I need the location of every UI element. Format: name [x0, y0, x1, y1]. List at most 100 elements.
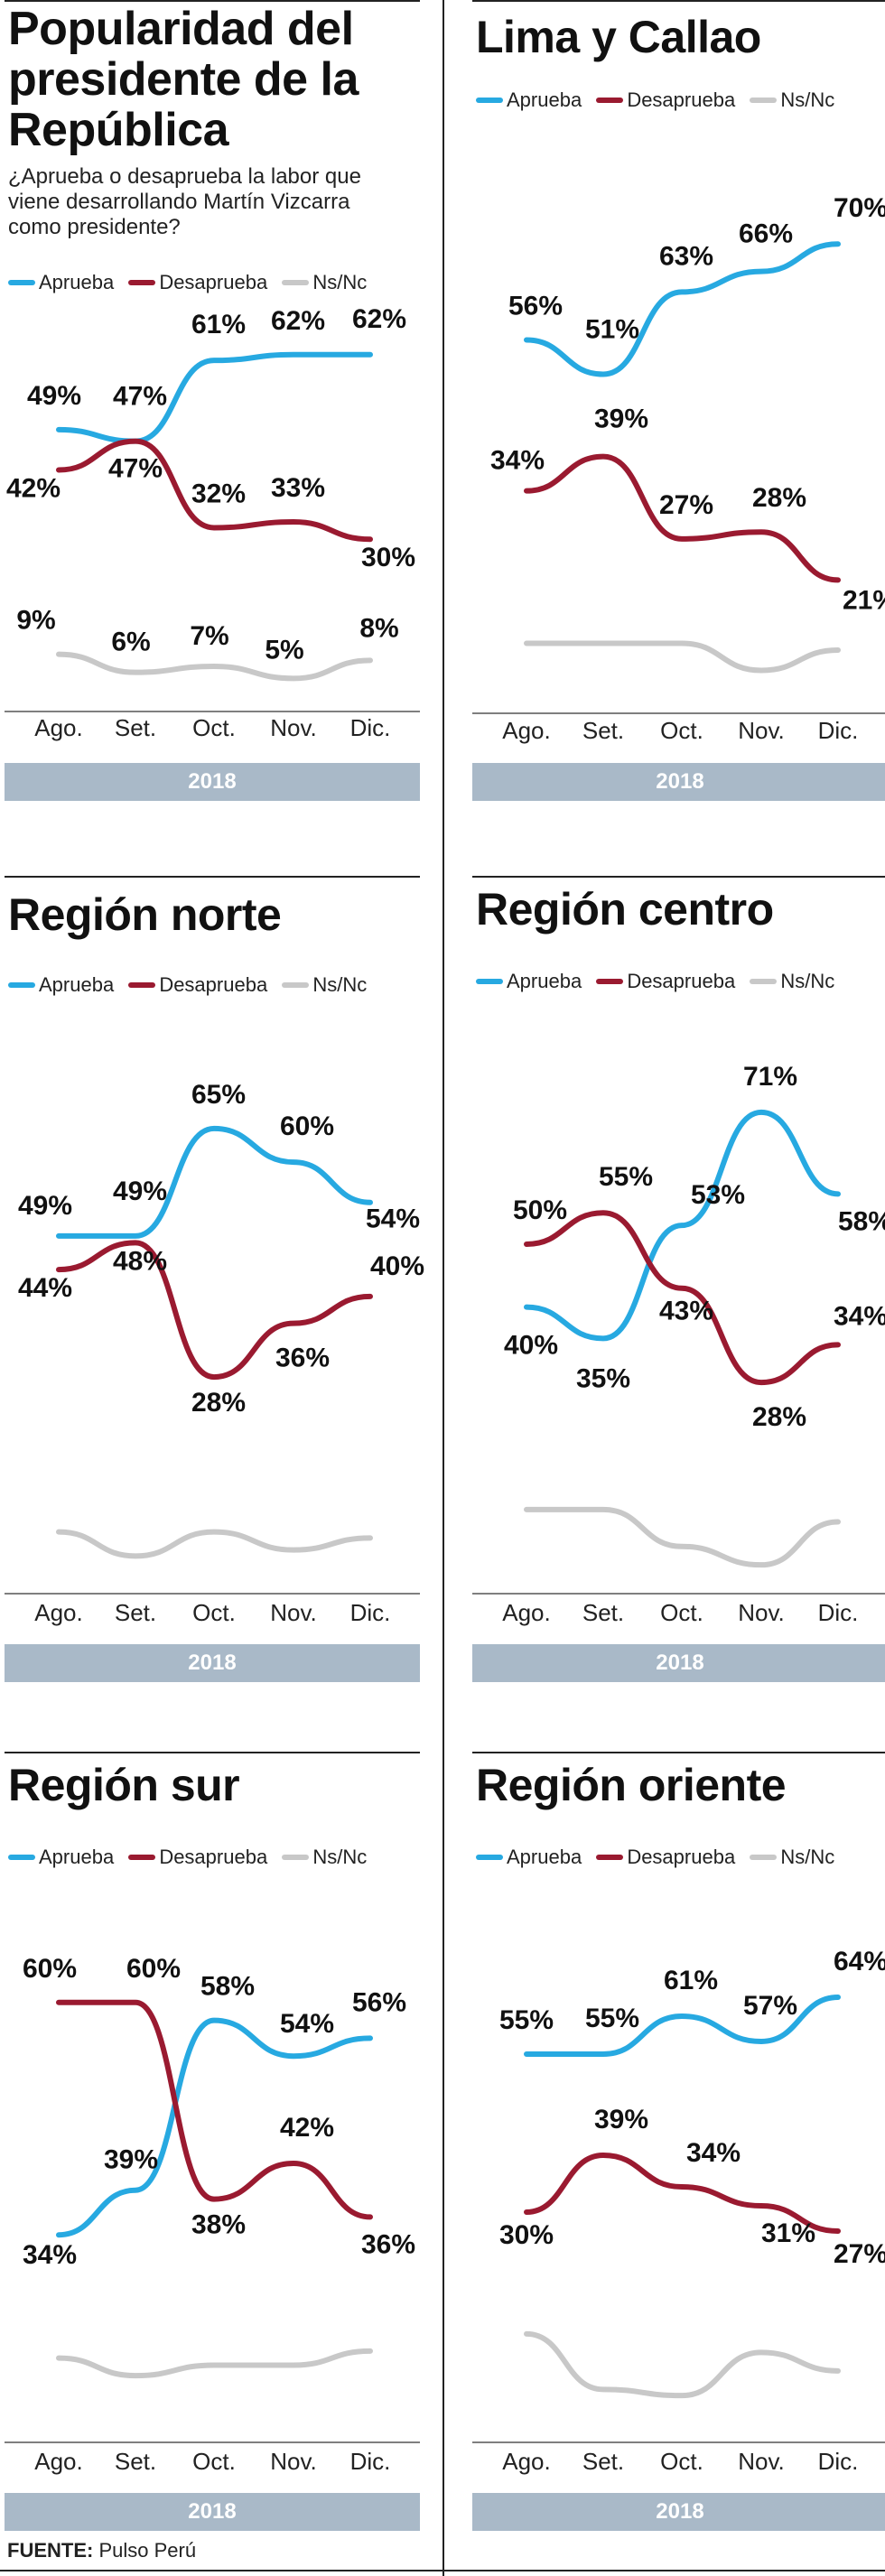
- legend-label-nsnc: Ns/Nc: [780, 1846, 835, 1868]
- legend-label-nsnc: Ns/Nc: [780, 970, 835, 992]
- legend-label-aprueba: Aprueba: [39, 1846, 115, 1868]
- data-label-aprueba: 49%: [113, 1176, 167, 1206]
- data-label-aprueba: 66%: [739, 219, 793, 249]
- month-tick-label: Dic.: [818, 717, 859, 744]
- data-label-desaprueba: 60%: [126, 1954, 181, 1984]
- month-tick-label: Set.: [115, 714, 156, 741]
- panel-top-rule: [5, 1752, 420, 1753]
- data-label-aprueba: 56%: [352, 1987, 406, 2017]
- panel-top-rule: [5, 0, 420, 2]
- month-tick-label: Set.: [582, 2448, 624, 2475]
- legend-label-desaprueba: Desaprueba: [159, 973, 268, 996]
- line-chart: Ago. Set. Oct. Nov. Dic. 40% 35% 53% 71% 58% 50% 55…: [472, 1062, 885, 1626]
- series-line-aprueba: [56, 1125, 373, 1239]
- data-label-desaprueba: 60%: [23, 1954, 77, 1984]
- legend-label-aprueba: Aprueba: [507, 88, 582, 111]
- line-chart: Ago. Set. Oct. Nov. Dic. 49% 47% 61% 62% 62% 42% 47…: [5, 304, 420, 741]
- panel-region-oriente: Región oriente Aprueba Desaprueba Ns/Nc …: [472, 1752, 885, 2564]
- column-separator: [442, 0, 444, 2576]
- legend-item-nsnc: Ns/Nc: [282, 271, 367, 294]
- legend-swatch-nsnc: [750, 1855, 778, 1860]
- legend-item-nsnc: Ns/Nc: [750, 970, 834, 993]
- data-label-aprueba: 51%: [585, 315, 639, 345]
- month-tick-label: Oct.: [192, 2448, 236, 2475]
- legend-item-aprueba: Aprueba: [8, 271, 114, 294]
- series-line-desaprueba: [524, 1210, 841, 1386]
- data-label-aprueba: 56%: [508, 292, 563, 321]
- series-line-nsnc: [56, 1529, 373, 1559]
- year-bar: 2018: [5, 2493, 420, 2531]
- legend-item-nsnc: Ns/Nc: [282, 1846, 367, 1869]
- panel-lima-callao: Lima y Callao Aprueba Desaprueba Ns/Nc A…: [472, 0, 885, 813]
- year-bar: 2018: [472, 2493, 885, 2531]
- data-label-aprueba: 55%: [585, 2004, 639, 2033]
- legend: Aprueba Desaprueba Ns/Nc: [476, 966, 843, 993]
- legend-swatch-aprueba: [8, 280, 35, 285]
- series-line-nsnc: [524, 2330, 841, 2399]
- data-label-aprueba: 61%: [664, 1966, 718, 1995]
- series-line-aprueba: [56, 2017, 373, 2238]
- data-label-desaprueba: 28%: [191, 1388, 246, 1418]
- legend-item-desaprueba: Desaprueba: [596, 1846, 735, 1869]
- data-label-desaprueba: 43%: [659, 1297, 713, 1326]
- legend-swatch-aprueba: [8, 1855, 35, 1860]
- data-label-desaprueba: 34%: [686, 2138, 741, 2168]
- legend: Aprueba Desaprueba Ns/Nc: [8, 267, 376, 294]
- legend-label-desaprueba: Desaprueba: [627, 88, 736, 111]
- legend-swatch-nsnc: [282, 280, 310, 285]
- month-tick-label: Nov.: [738, 717, 785, 744]
- month-tick-label: Set.: [582, 1599, 624, 1626]
- bottom-rule: [0, 2570, 885, 2571]
- data-label-aprueba: 62%: [352, 304, 406, 334]
- data-label-desaprueba: 34%: [490, 446, 545, 476]
- data-label-aprueba: 58%: [200, 1972, 255, 2002]
- data-label-aprueba: 57%: [743, 1991, 797, 2021]
- panel-title: Región norte: [8, 889, 282, 940]
- legend-item-desaprueba: Desaprueba: [128, 973, 267, 997]
- data-label-aprueba: 47%: [113, 382, 167, 412]
- month-tick-label: Dic.: [350, 2448, 391, 2475]
- panel-region-centro: Región centro Aprueba Desaprueba Ns/Nc A…: [472, 876, 885, 1688]
- line-chart: Ago. Set. Oct. Nov. Dic. 56% 51% 63% 66% 70% 34% 39…: [472, 193, 885, 744]
- legend: Aprueba Desaprueba Ns/Nc: [476, 85, 843, 112]
- legend-item-nsnc: Ns/Nc: [750, 88, 834, 112]
- data-label-desaprueba: 36%: [361, 2229, 415, 2259]
- legend-swatch-desaprueba: [128, 982, 156, 988]
- legend-item-nsnc: Ns/Nc: [750, 1846, 834, 1869]
- data-label-desaprueba: 36%: [275, 1344, 330, 1373]
- data-label-aprueba: 60%: [280, 1111, 334, 1141]
- series-line-nsnc: [56, 2348, 373, 2379]
- data-label-desaprueba: 34%: [834, 1301, 885, 1331]
- data-label-aprueba: 65%: [191, 1080, 246, 1110]
- data-label-desaprueba: 33%: [271, 473, 325, 503]
- month-tick-label: Dic.: [818, 1599, 859, 1626]
- month-tick-label: Nov.: [270, 1599, 317, 1626]
- month-tick-label: Oct.: [660, 717, 703, 744]
- year-bar: 2018: [472, 763, 885, 801]
- data-label-aprueba: 49%: [18, 1191, 72, 1221]
- year-bar: 2018: [5, 763, 420, 801]
- month-tick-label: Oct.: [660, 2448, 703, 2475]
- legend-swatch-aprueba: [476, 1855, 503, 1860]
- panel-title: Lima y Callao: [476, 12, 761, 62]
- legend-label-nsnc: Ns/Nc: [312, 271, 368, 293]
- legend-label-aprueba: Aprueba: [507, 970, 582, 992]
- data-label-desaprueba: 47%: [108, 454, 163, 484]
- line-chart: Ago. Set. Oct. Nov. Dic. 34% 39% 58% 54% 56% 60% 60…: [5, 1954, 420, 2475]
- data-label-aprueba: 63%: [659, 241, 713, 271]
- month-tick-label: Ago.: [502, 2448, 551, 2475]
- month-tick-label: Oct.: [192, 714, 236, 741]
- line-chart: Ago. Set. Oct. Nov. Dic. 55% 55% 61% 57% 64% 30% 39…: [472, 1947, 885, 2475]
- panel-subtitle: ¿Aprueba o desaprueba la labor que viene…: [8, 164, 361, 239]
- data-label-aprueba: 34%: [23, 2240, 77, 2270]
- data-label-desaprueba: 31%: [761, 2218, 815, 2248]
- legend-label-aprueba: Aprueba: [39, 271, 115, 293]
- data-label-aprueba: 71%: [743, 1062, 797, 1092]
- data-label-aprueba: 55%: [499, 2005, 554, 2035]
- data-label-desaprueba: 30%: [361, 543, 415, 572]
- data-label-desaprueba: 28%: [752, 1402, 806, 1432]
- legend-item-nsnc: Ns/Nc: [282, 973, 367, 997]
- legend-label-aprueba: Aprueba: [39, 973, 115, 996]
- panel-region-norte: Región norte Aprueba Desaprueba Ns/Nc Ag…: [5, 876, 424, 1688]
- legend-label-nsnc: Ns/Nc: [780, 88, 835, 111]
